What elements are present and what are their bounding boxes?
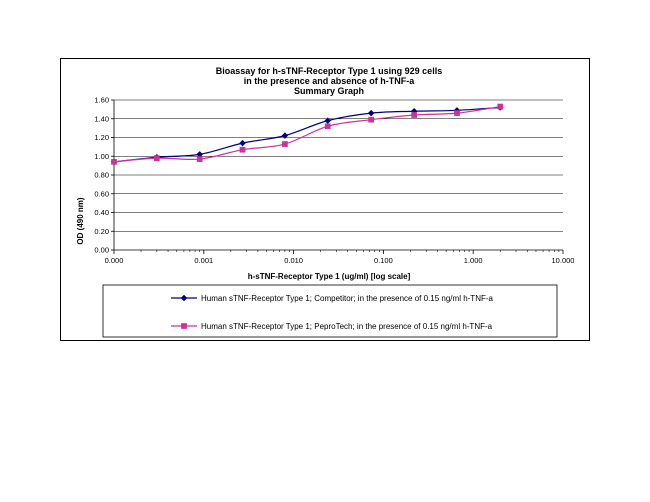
data-point [324,123,331,130]
data-point [153,155,160,161]
y-tick-label: 1.40 [94,114,109,123]
legend-label: Human sTNF-Receptor Type 1; PeproTech; i… [201,322,493,331]
series-line [113,105,501,163]
x-tick-label: 0.001 [194,256,213,265]
chart-title-line: in the presence and absence of h-TNF-a [244,76,416,86]
y-tick-label: 0.60 [94,189,109,198]
y-tick-label: 0.40 [94,208,109,217]
y-axis-label: OD (490 nm) [76,197,85,244]
x-tick-label: 10.000 [552,256,575,265]
gridlines [111,99,563,251]
data-point [281,132,289,139]
y-tick-labels: 0.00 0.20 0.40 0.60 0.80 1.00 1.20 1.40 1.60 [94,96,109,255]
legend-item-1: Human sTNF-Receptor Type 1; Competitor; … [171,294,494,303]
series-line [113,106,501,163]
chart-title: Bioassay for h-sTNF-Receptor Type 1 usin… [216,66,442,96]
legend-marker [180,294,188,302]
data-point [497,103,504,110]
x-tick-label: 0.010 [284,256,303,265]
y-tick-label: 0.20 [94,227,109,236]
y-tick-label: 1.60 [94,96,109,105]
data-point [282,141,288,147]
legend-box [102,284,558,338]
series-2 [111,103,504,165]
x-axis-label: h-sTNF-Receptor Type 1 (ug/ml) [log scal… [248,272,411,281]
axes [113,100,564,254]
data-point [367,109,375,117]
data-point [239,146,246,153]
y-tick-label: 1.20 [94,133,109,142]
series-lines [110,103,504,166]
legend-marker [181,323,187,329]
y-tick-label: 0.00 [94,246,109,255]
x-tick-label: 0.100 [374,256,393,265]
chart-title-line: Bioassay for h-sTNF-Receptor Type 1 usin… [216,66,442,76]
data-point [368,116,374,123]
data-point [411,112,417,118]
legend-label: Human sTNF-Receptor Type 1; Competitor; … [201,294,494,303]
y-tick-label: 1.00 [94,152,109,161]
data-point [196,156,203,162]
x-tick-label: 0.000 [105,256,124,265]
data-point [454,110,460,116]
chart-title-line: Summary Graph [294,86,364,96]
legend-item-2: Human sTNF-Receptor Type 1; PeproTech; i… [171,322,493,331]
data-point [111,159,117,165]
x-tick-label: 1.000 [464,256,483,265]
x-tick-labels: 0.000 0.001 0.010 0.100 1.000 10.000 [105,256,575,265]
chart-area: Bioassay for h-sTNF-Receptor Type 1 usin… [60,58,590,341]
chart-svg: Bioassay for h-sTNF-Receptor Type 1 usin… [76,66,575,338]
y-tick-label: 0.80 [94,171,109,180]
data-point [239,139,246,147]
legend: Human sTNF-Receptor Type 1; Competitor; … [102,284,558,338]
